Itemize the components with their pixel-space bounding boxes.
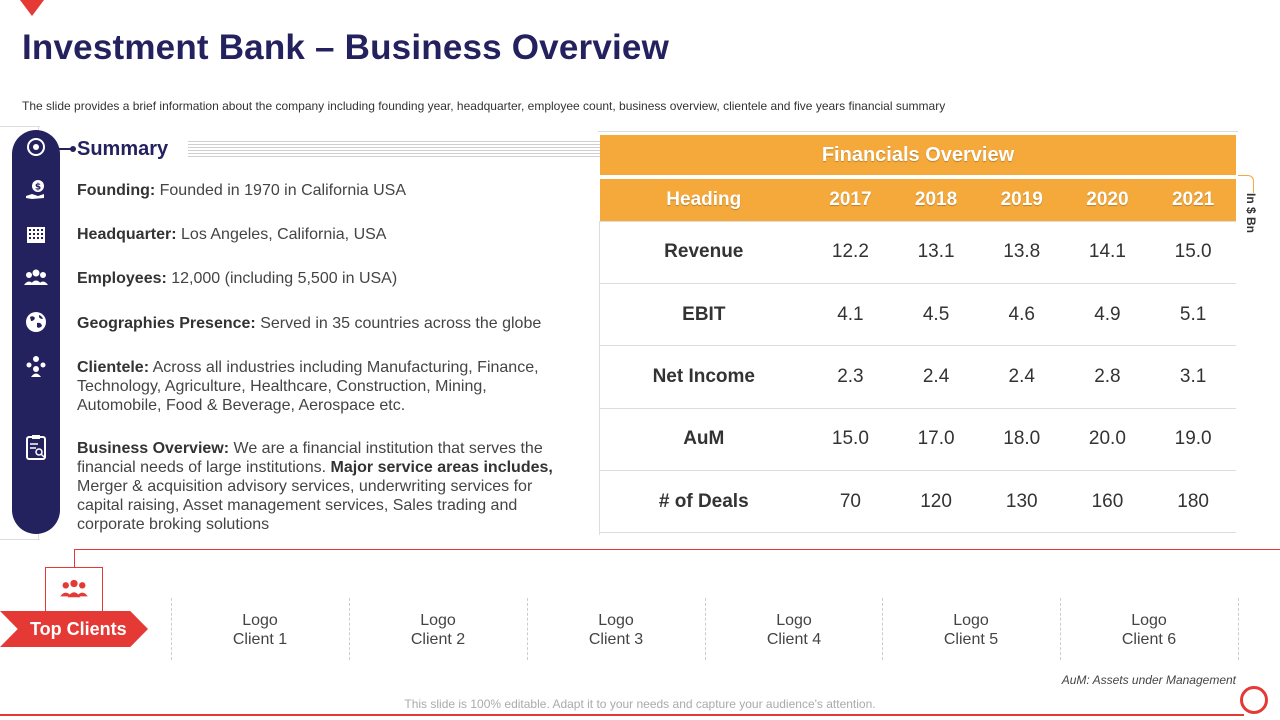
table-cell: 20.0 [1064,407,1151,471]
client-logo-1: Logo Client 1 [232,612,288,648]
column-header: Heading [600,179,808,221]
page-title: Investment Bank – Business Overview [22,28,669,67]
financials-frame [599,221,600,535]
column-header: 2018 [893,179,979,221]
footer-note: This slide is 100% editable. Adapt it to… [404,697,876,711]
table-cell: 120 [893,470,979,534]
target-icon [12,138,60,162]
client-divider [1238,598,1239,660]
client-divider [171,598,172,660]
table-cell: 3.1 [1150,345,1236,409]
client-divider [705,598,706,660]
row-heading: Net Income [600,345,808,409]
row-heading: Revenue [600,220,808,284]
table-cell: 4.1 [807,282,894,346]
table-row: AuM 15.0 17.0 18.0 20.0 19.0 [600,407,1236,471]
panel-border [0,126,40,127]
financials-table: Heading 2017 2018 2019 2020 2021 Revenue… [600,179,1236,534]
building-icon [12,222,60,252]
corner-triangle-decoration [20,0,44,16]
summary-rule-decoration [188,141,600,157]
globe-icon [12,310,60,340]
table-cell: 2.8 [1064,345,1151,409]
column-header: 2017 [807,179,894,221]
table-cell: 13.1 [893,220,979,284]
row-heading: AuM [600,407,808,471]
clientele-info: Clientele: Across all industries includi… [77,359,539,414]
client-divider [882,598,883,660]
table-cell: 18.0 [978,407,1065,471]
table-row: Revenue 12.2 13.1 13.8 14.1 15.0 [600,220,1236,284]
row-heading: # of Deals [600,470,808,534]
table-cell: 13.8 [978,220,1065,284]
column-header: 2019 [978,179,1065,221]
table-cell: 130 [978,470,1065,534]
table-cell: 2.3 [807,345,894,409]
clients-divider-line [74,549,1280,550]
client-logo-4: Logo Client 4 [766,612,822,648]
table-header-row: Heading 2017 2018 2019 2020 2021 [600,179,1236,221]
row-heading: EBIT [600,282,808,346]
table-cell: 17.0 [893,407,979,471]
people-icon [12,266,60,296]
summary-heading: Summary [77,138,169,160]
table-cell: 15.0 [1150,220,1236,284]
business-overview-info: Business Overview: We are a financial in… [77,440,553,533]
employees-info: Employees: 12,000 (including 5,500 in US… [77,270,398,287]
table-row: Net Income 2.3 2.4 2.4 2.8 3.1 [600,345,1236,409]
table-cell: 19.0 [1150,407,1236,471]
aum-footnote: AuM: Assets under Management [1061,673,1236,687]
svg-text:$: $ [35,183,41,193]
table-row: EBIT 4.1 4.5 4.6 4.9 5.1 [600,282,1236,346]
table-cell: 12.2 [807,220,894,284]
table-cell: 4.6 [978,282,1065,346]
column-header: 2020 [1064,179,1151,221]
dollar-hand-icon: $ [12,178,60,208]
brand-logo-icon [1240,686,1268,714]
clipboard-icon [12,434,60,466]
table-cell: 5.1 [1150,282,1236,346]
summary-connector [58,146,76,152]
table-cell: 14.1 [1064,220,1151,284]
table-cell: 180 [1150,470,1236,534]
client-logo-5: Logo Client 5 [943,612,999,648]
client-divider [1060,598,1061,660]
clients-icon-box [45,567,103,613]
table-cell: 4.9 [1064,282,1151,346]
headquarter-info: Headquarter: Los Angeles, California, US… [77,226,387,243]
top-clients-label: Top Clients [0,611,148,647]
group-icon [60,579,88,598]
client-divider [527,598,528,660]
footer-line [0,714,1244,716]
table-row: # of Deals 70 120 130 160 180 [600,470,1236,534]
icon-sidebar: $ [12,130,60,534]
client-logo-3: Logo Client 3 [588,612,644,648]
founding-info: Founding: Founded in 1970 in California … [77,182,407,199]
client-logo-2: Logo Client 2 [410,612,466,648]
table-cell: 15.0 [807,407,894,471]
panel-border [0,539,40,540]
unit-label: In $ Bn [1244,193,1258,234]
table-cell: 160 [1064,470,1151,534]
geographies-info: Geographies Presence: Served in 35 count… [77,315,542,332]
client-logo-6: Logo Client 6 [1121,612,1177,648]
table-cell: 2.4 [978,345,1065,409]
table-cell: 2.4 [893,345,979,409]
clients-divider-line [74,549,75,567]
financials-frame [598,131,1238,132]
table-cell: 70 [807,470,894,534]
column-header: 2021 [1150,179,1236,221]
client-divider [349,598,350,660]
table-cell: 4.5 [893,282,979,346]
unit-bracket-decoration [1238,175,1254,193]
page-subtitle: The slide provides a brief information a… [22,99,946,113]
team-icon [12,354,60,384]
financials-title: Financials Overview [600,135,1236,175]
